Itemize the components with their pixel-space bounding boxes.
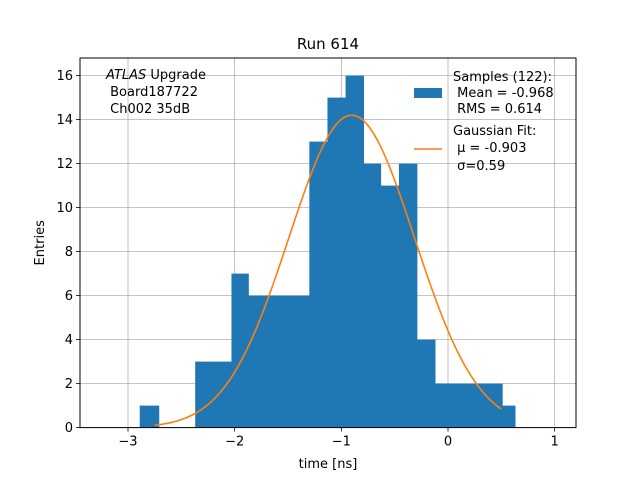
x-tick-label: −2 xyxy=(225,435,244,450)
annotation-channel: Ch002 35dB xyxy=(106,102,190,117)
plot-frame xyxy=(79,57,577,429)
histogram-bar xyxy=(380,185,400,428)
histogram-bar xyxy=(309,141,328,428)
chart-title: Run 614 xyxy=(297,35,359,53)
y-tick-label: 0 xyxy=(65,421,73,436)
legend-fit-title: Gaussian Fit: xyxy=(453,124,536,139)
legend-fit-sigma: σ=0.59 xyxy=(453,159,505,174)
legend-samples-title: Samples (122): xyxy=(453,70,552,85)
y-tick-label: 16 xyxy=(56,69,73,84)
legend-samples-rms: RMS = 0.614 xyxy=(453,102,542,117)
histogram-bar xyxy=(507,405,516,428)
legend: Samples (122): Mean = -0.968 RMS = 0.614… xyxy=(414,70,554,174)
x-tick-label: −1 xyxy=(332,435,351,450)
histogram-bar xyxy=(435,383,454,428)
histogram-bar xyxy=(345,75,365,428)
histogram-bar xyxy=(213,361,232,428)
x-axis-label: time [ns] xyxy=(299,457,358,472)
y-tick-label: 4 xyxy=(65,333,73,348)
x-tick-label: −3 xyxy=(118,435,137,450)
gaussian-fit-curve xyxy=(154,114,502,427)
y-tick-label: 10 xyxy=(56,201,73,216)
legend-fit-mu: μ = -0.903 xyxy=(453,141,526,156)
histogram-bar xyxy=(301,295,310,428)
atlas-annotation: ATLAS Upgrade Board187722 Ch002 35dB xyxy=(105,68,206,117)
histogram-bar xyxy=(363,163,382,428)
annotation-board: Board187722 xyxy=(106,85,198,100)
legend-samples-swatch xyxy=(414,88,442,98)
annotation-upgrade: Upgrade xyxy=(146,68,206,83)
histogram-bar xyxy=(417,339,436,428)
histogram-bar xyxy=(195,361,214,428)
y-tick-label: 6 xyxy=(65,289,73,304)
y-tick-label: 8 xyxy=(65,245,73,260)
annotation-line-1: ATLAS Upgrade xyxy=(105,68,206,83)
legend-samples-mean: Mean = -0.968 xyxy=(453,86,554,101)
y-tick-label: 14 xyxy=(56,113,73,128)
histogram-bar xyxy=(453,383,472,428)
x-tick-label: 0 xyxy=(444,435,452,450)
histogram-bar xyxy=(327,97,346,428)
histogram-bar xyxy=(231,273,249,428)
y-axis-label: Entries xyxy=(33,220,48,266)
histogram-bar xyxy=(502,405,509,428)
histogram-bar xyxy=(398,163,418,428)
histogram-bar xyxy=(284,295,303,428)
y-tick-label: 2 xyxy=(65,377,73,392)
histogram-bar xyxy=(266,295,286,428)
histogram-bars xyxy=(139,75,516,428)
x-tick-label: 1 xyxy=(551,435,559,450)
histogram-bar xyxy=(139,405,160,428)
annotation-atlas: ATLAS xyxy=(105,68,146,83)
y-tick-label: 12 xyxy=(56,157,73,172)
histogram-bar xyxy=(248,295,267,428)
